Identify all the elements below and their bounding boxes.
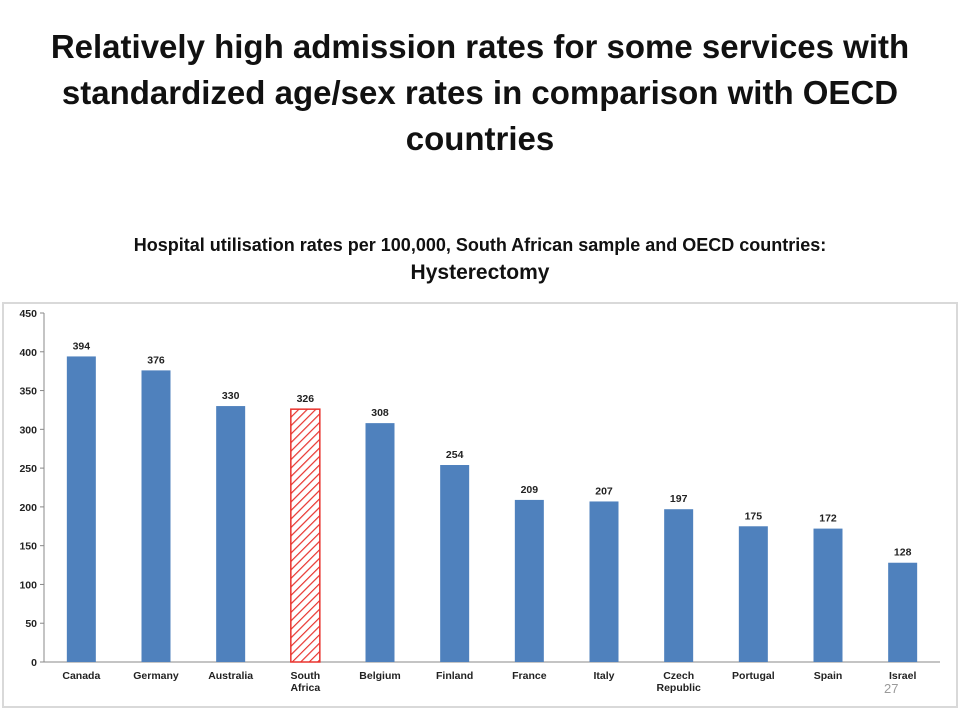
x-tick-label-germany: Germany xyxy=(133,670,179,682)
y-tick-label: 100 xyxy=(19,579,37,591)
bar-finland xyxy=(440,465,470,662)
bar-france xyxy=(514,499,544,662)
y-tick-label: 150 xyxy=(19,541,37,553)
bar-chart: 0 50 100 150 200 250 300 350 400 450 394 Canada 376 G… xyxy=(2,302,958,708)
x-tick-label-france: France xyxy=(512,670,547,682)
y-tick-label: 350 xyxy=(19,386,37,398)
x-tick-label-israel: Israel xyxy=(889,670,917,682)
y-tick-label: 200 xyxy=(19,502,37,514)
bar-belgium xyxy=(365,423,395,662)
x-tick-label-canada: Canada xyxy=(62,670,100,682)
x-tick-label-italy: Italy xyxy=(593,670,614,682)
y-tick-label: 50 xyxy=(25,618,37,630)
data-label-canada: 394 xyxy=(73,340,91,352)
bar-australia xyxy=(216,406,246,662)
y-tick-label: 400 xyxy=(19,347,37,359)
x-tick-label-czech-republic: Czech Republic xyxy=(656,670,700,694)
data-label-south-africa: 326 xyxy=(297,393,315,405)
data-label-spain: 172 xyxy=(819,513,837,525)
chart-title: Hospital utilisation rates per 100,000, … xyxy=(10,232,950,288)
x-tick-label-finland: Finland xyxy=(436,670,473,682)
bar-germany xyxy=(141,370,171,662)
slide-title: Relatively high admission rates for some… xyxy=(50,28,910,157)
x-tick-label-portugal: Portugal xyxy=(732,670,775,682)
data-label-france: 209 xyxy=(521,484,539,496)
data-label-portugal: 175 xyxy=(745,510,763,522)
bar-south-africa xyxy=(290,408,321,663)
x-tick-label-south-africa: South Africa xyxy=(290,670,320,694)
chart-area: 0 50 100 150 200 250 300 350 400 450 394 Canada 376 G… xyxy=(0,300,960,710)
data-label-australia: 330 xyxy=(222,390,240,402)
page-number: 27 xyxy=(884,681,899,696)
y-tick-label: 450 xyxy=(19,308,37,320)
data-label-czech-republic: 197 xyxy=(670,493,688,505)
y-tick-label: 0 xyxy=(31,657,37,669)
bar-canada xyxy=(66,356,96,662)
x-tick-label-australia: Australia xyxy=(208,670,253,682)
chart-title-line1: Hospital utilisation rates per 100,000, … xyxy=(133,235,827,255)
chart-frame xyxy=(2,302,958,708)
bar-spain xyxy=(813,528,843,662)
x-tick-label-belgium: Belgium xyxy=(359,670,400,682)
bar-israel xyxy=(888,562,918,662)
y-tick-label: 250 xyxy=(19,463,37,475)
data-label-belgium: 308 xyxy=(371,407,389,419)
bar-portugal xyxy=(738,526,768,662)
data-label-italy: 207 xyxy=(595,485,613,497)
data-label-germany: 376 xyxy=(147,354,165,366)
x-tick-label-spain: Spain xyxy=(814,670,843,682)
y-tick-label: 300 xyxy=(19,424,37,436)
data-label-finland: 254 xyxy=(446,449,464,461)
data-label-israel: 128 xyxy=(894,547,912,559)
chart-title-line2: Hysterectomy xyxy=(410,261,550,284)
bar-czech-republic xyxy=(664,509,694,662)
bar-italy xyxy=(589,501,619,662)
